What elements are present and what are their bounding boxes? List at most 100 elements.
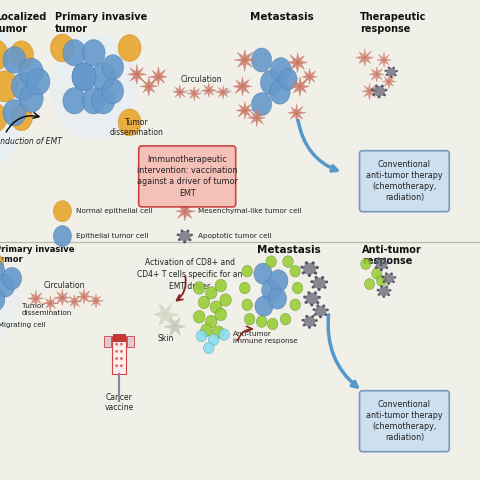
Ellipse shape	[183, 209, 187, 213]
Ellipse shape	[193, 92, 196, 95]
Ellipse shape	[252, 48, 272, 72]
Ellipse shape	[256, 316, 267, 327]
Text: Skin: Skin	[157, 334, 174, 343]
Ellipse shape	[385, 266, 388, 269]
Ellipse shape	[324, 286, 326, 289]
Ellipse shape	[0, 254, 19, 341]
Polygon shape	[377, 52, 391, 68]
Text: Circulation: Circulation	[44, 281, 85, 290]
Ellipse shape	[305, 261, 308, 264]
Ellipse shape	[254, 263, 272, 284]
Ellipse shape	[316, 304, 319, 307]
Ellipse shape	[213, 326, 224, 338]
Ellipse shape	[308, 274, 311, 277]
Ellipse shape	[102, 55, 124, 80]
Polygon shape	[148, 67, 167, 86]
Ellipse shape	[311, 315, 314, 318]
Bar	[113, 334, 125, 341]
Ellipse shape	[240, 84, 244, 88]
Polygon shape	[173, 84, 187, 99]
Ellipse shape	[210, 301, 222, 313]
Ellipse shape	[120, 350, 123, 353]
Ellipse shape	[292, 282, 303, 294]
Ellipse shape	[91, 63, 115, 91]
Ellipse shape	[315, 306, 326, 316]
Ellipse shape	[308, 326, 311, 329]
Bar	[127, 336, 134, 347]
Ellipse shape	[377, 257, 380, 260]
Ellipse shape	[303, 324, 306, 326]
Polygon shape	[176, 201, 195, 221]
Ellipse shape	[268, 288, 287, 309]
Text: Circulation: Circulation	[181, 74, 222, 84]
Ellipse shape	[12, 72, 36, 101]
Ellipse shape	[383, 280, 385, 283]
Ellipse shape	[392, 280, 395, 283]
Text: Epithelial tumor cell: Epithelial tumor cell	[76, 233, 148, 239]
Ellipse shape	[243, 108, 247, 112]
Ellipse shape	[178, 238, 181, 241]
Ellipse shape	[50, 34, 137, 139]
Ellipse shape	[115, 357, 118, 360]
Polygon shape	[164, 316, 186, 336]
Ellipse shape	[315, 319, 318, 322]
Ellipse shape	[326, 309, 329, 311]
Ellipse shape	[368, 89, 372, 93]
Ellipse shape	[196, 330, 207, 342]
Ellipse shape	[390, 273, 393, 275]
Ellipse shape	[252, 93, 272, 116]
Ellipse shape	[179, 231, 191, 241]
Ellipse shape	[378, 293, 380, 296]
Ellipse shape	[315, 266, 319, 269]
Ellipse shape	[324, 313, 327, 316]
Polygon shape	[236, 102, 253, 119]
Polygon shape	[288, 104, 306, 122]
Ellipse shape	[156, 75, 160, 79]
Ellipse shape	[380, 268, 383, 271]
Text: Conventional
anti-tumor therapy
(chemotherapy,
radiation): Conventional anti-tumor therapy (chemoth…	[366, 400, 443, 443]
Ellipse shape	[53, 226, 72, 247]
Ellipse shape	[60, 296, 64, 300]
Ellipse shape	[242, 265, 252, 277]
Ellipse shape	[295, 111, 299, 115]
Ellipse shape	[380, 285, 383, 288]
Ellipse shape	[290, 299, 300, 311]
Polygon shape	[361, 83, 378, 100]
Polygon shape	[355, 49, 373, 66]
Ellipse shape	[10, 41, 34, 70]
Ellipse shape	[118, 109, 141, 136]
Ellipse shape	[290, 265, 300, 277]
Ellipse shape	[269, 270, 288, 292]
Ellipse shape	[222, 91, 225, 94]
Ellipse shape	[304, 301, 308, 304]
Ellipse shape	[115, 343, 118, 346]
Ellipse shape	[242, 299, 252, 311]
Ellipse shape	[215, 308, 227, 321]
Ellipse shape	[83, 295, 85, 298]
Ellipse shape	[205, 287, 217, 299]
Ellipse shape	[303, 296, 306, 299]
Text: Mesenchymal-like tumor cell: Mesenchymal-like tumor cell	[198, 208, 302, 214]
Ellipse shape	[0, 103, 7, 132]
Ellipse shape	[383, 59, 385, 61]
Ellipse shape	[255, 296, 273, 316]
Text: Primary invasive
tumor: Primary invasive tumor	[55, 12, 147, 34]
Text: Primary invasive
tumor: Primary invasive tumor	[0, 245, 75, 264]
Polygon shape	[27, 290, 44, 306]
FancyBboxPatch shape	[360, 391, 449, 452]
Ellipse shape	[295, 60, 300, 65]
Ellipse shape	[384, 274, 394, 283]
Ellipse shape	[255, 116, 259, 120]
Bar	[112, 336, 126, 374]
Ellipse shape	[2, 267, 22, 289]
Ellipse shape	[0, 24, 24, 168]
Ellipse shape	[314, 313, 317, 316]
Ellipse shape	[270, 58, 291, 82]
Ellipse shape	[383, 295, 385, 298]
Text: Metastasis: Metastasis	[257, 245, 321, 255]
Ellipse shape	[386, 68, 396, 76]
Ellipse shape	[385, 272, 387, 275]
Ellipse shape	[270, 80, 290, 104]
Ellipse shape	[302, 271, 305, 275]
Ellipse shape	[115, 364, 118, 367]
